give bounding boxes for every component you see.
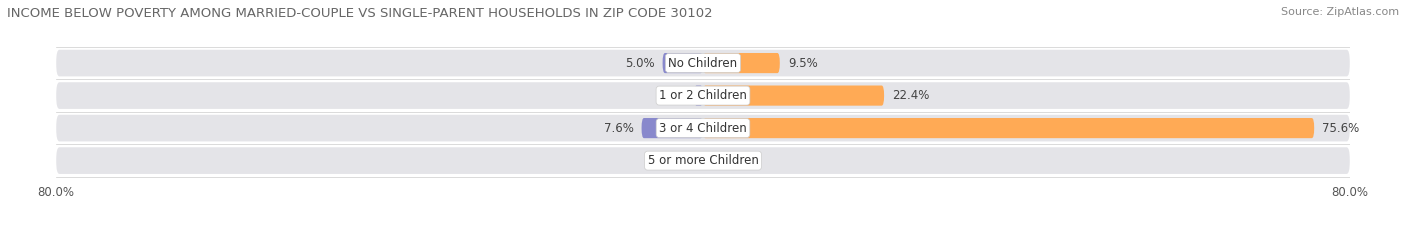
FancyBboxPatch shape [56,50,1350,76]
Text: INCOME BELOW POVERTY AMONG MARRIED-COUPLE VS SINGLE-PARENT HOUSEHOLDS IN ZIP COD: INCOME BELOW POVERTY AMONG MARRIED-COUPL… [7,7,713,20]
FancyBboxPatch shape [641,118,703,138]
Text: 22.4%: 22.4% [893,89,929,102]
FancyBboxPatch shape [703,53,780,73]
Text: 1.1%: 1.1% [657,89,686,102]
Text: Source: ZipAtlas.com: Source: ZipAtlas.com [1281,7,1399,17]
Text: 7.6%: 7.6% [603,122,634,135]
FancyBboxPatch shape [695,86,703,106]
Text: 5.0%: 5.0% [624,57,654,70]
FancyBboxPatch shape [703,86,884,106]
Text: 75.6%: 75.6% [1322,122,1360,135]
Text: 3 or 4 Children: 3 or 4 Children [659,122,747,135]
FancyBboxPatch shape [703,118,1315,138]
Text: 0.0%: 0.0% [665,154,695,167]
Text: No Children: No Children [668,57,738,70]
FancyBboxPatch shape [56,82,1350,109]
Text: 9.5%: 9.5% [787,57,818,70]
Text: 5 or more Children: 5 or more Children [648,154,758,167]
FancyBboxPatch shape [56,147,1350,174]
Text: 1 or 2 Children: 1 or 2 Children [659,89,747,102]
FancyBboxPatch shape [662,53,703,73]
Text: 0.0%: 0.0% [711,154,741,167]
FancyBboxPatch shape [56,115,1350,141]
